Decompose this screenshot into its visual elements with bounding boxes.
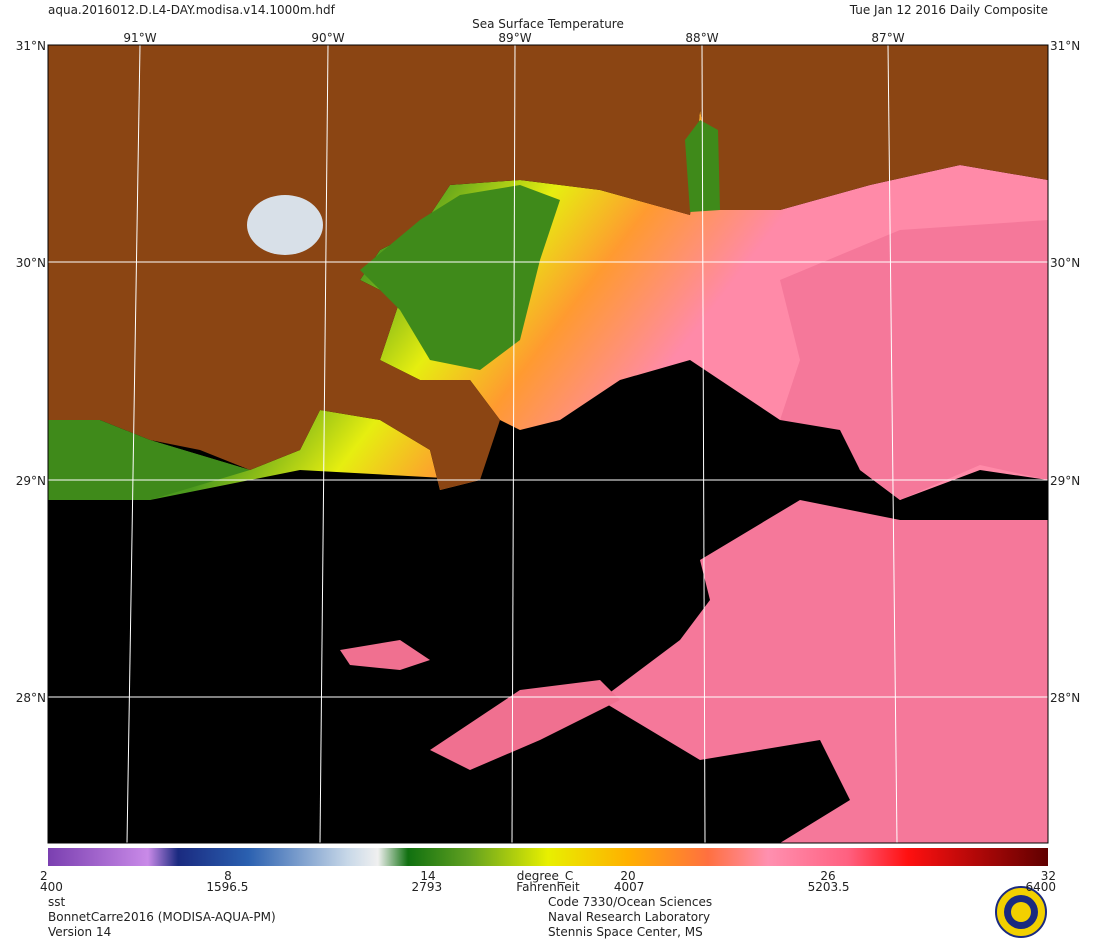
title: Sea Surface Temperature bbox=[472, 17, 624, 31]
lat-label: 29°N bbox=[16, 474, 46, 488]
lat-label: 30°N bbox=[1050, 256, 1080, 270]
logo bbox=[995, 886, 1047, 938]
footer-text: Stennis Space Center, MS bbox=[548, 925, 703, 939]
sst-warm bbox=[780, 220, 1048, 500]
colorbar-tick-label: 20 bbox=[620, 869, 635, 883]
colorbar-tick-label: 26 bbox=[820, 869, 835, 883]
colorbar-tick-label: 1596.5 bbox=[206, 880, 248, 894]
sst-patch bbox=[430, 680, 620, 770]
colorbar-tick-label: 32 bbox=[1041, 869, 1056, 883]
footer-text: Code 7330/Ocean Sciences bbox=[548, 895, 712, 909]
colorbar-tick-label: 5203.5 bbox=[808, 880, 850, 894]
colorbar-tick-label: 6400 bbox=[1025, 880, 1056, 894]
lat-label: 31°N bbox=[16, 39, 46, 53]
sst-warm-south bbox=[600, 500, 1048, 843]
sst-patch bbox=[340, 640, 430, 670]
lat-label: 30°N bbox=[16, 256, 46, 270]
lat-label: 29°N bbox=[1050, 474, 1080, 488]
colorbar-unit: degree_C bbox=[517, 869, 573, 883]
colorbar-tick-label: 400 bbox=[40, 880, 63, 894]
colorbar-tick-label: 2793 bbox=[412, 880, 443, 894]
land bbox=[48, 45, 1048, 490]
footer-text: sst bbox=[48, 895, 66, 909]
map bbox=[47, 44, 1049, 844]
lake bbox=[247, 195, 323, 255]
land-marsh bbox=[360, 185, 560, 370]
lon-label: 89°W bbox=[498, 31, 531, 45]
footer-text: Naval Research Laboratory bbox=[548, 910, 710, 924]
colorbar-tick-label: 4007 bbox=[614, 880, 645, 894]
colorbar-tick-label: 8 bbox=[224, 869, 232, 883]
colorbar-tick-label: 14 bbox=[420, 869, 435, 883]
colorbar-unit: Fahrenheit bbox=[516, 880, 580, 894]
lon-label: 88°W bbox=[685, 31, 718, 45]
footer-text: Version 14 bbox=[48, 925, 111, 939]
colorbar-tick-label: 2 bbox=[40, 869, 48, 883]
lat-label: 28°N bbox=[1050, 691, 1080, 705]
date: Tue Jan 12 2016 Daily Composite bbox=[849, 3, 1048, 17]
lon-label: 91°W bbox=[123, 31, 156, 45]
lat-label: 28°N bbox=[16, 691, 46, 705]
grid bbox=[48, 44, 1048, 844]
frame bbox=[47, 44, 1049, 844]
lon-label: 90°W bbox=[311, 31, 344, 45]
colorbar bbox=[48, 848, 1048, 866]
lon-label: 87°W bbox=[871, 31, 904, 45]
footer-text: BonnetCarre2016 (MODISA-AQUA-PM) bbox=[48, 910, 276, 924]
file-name: aqua.2016012.D.L4-DAY.modisa.v14.1000m.h… bbox=[48, 3, 336, 17]
lat-label: 31°N bbox=[1050, 39, 1080, 53]
